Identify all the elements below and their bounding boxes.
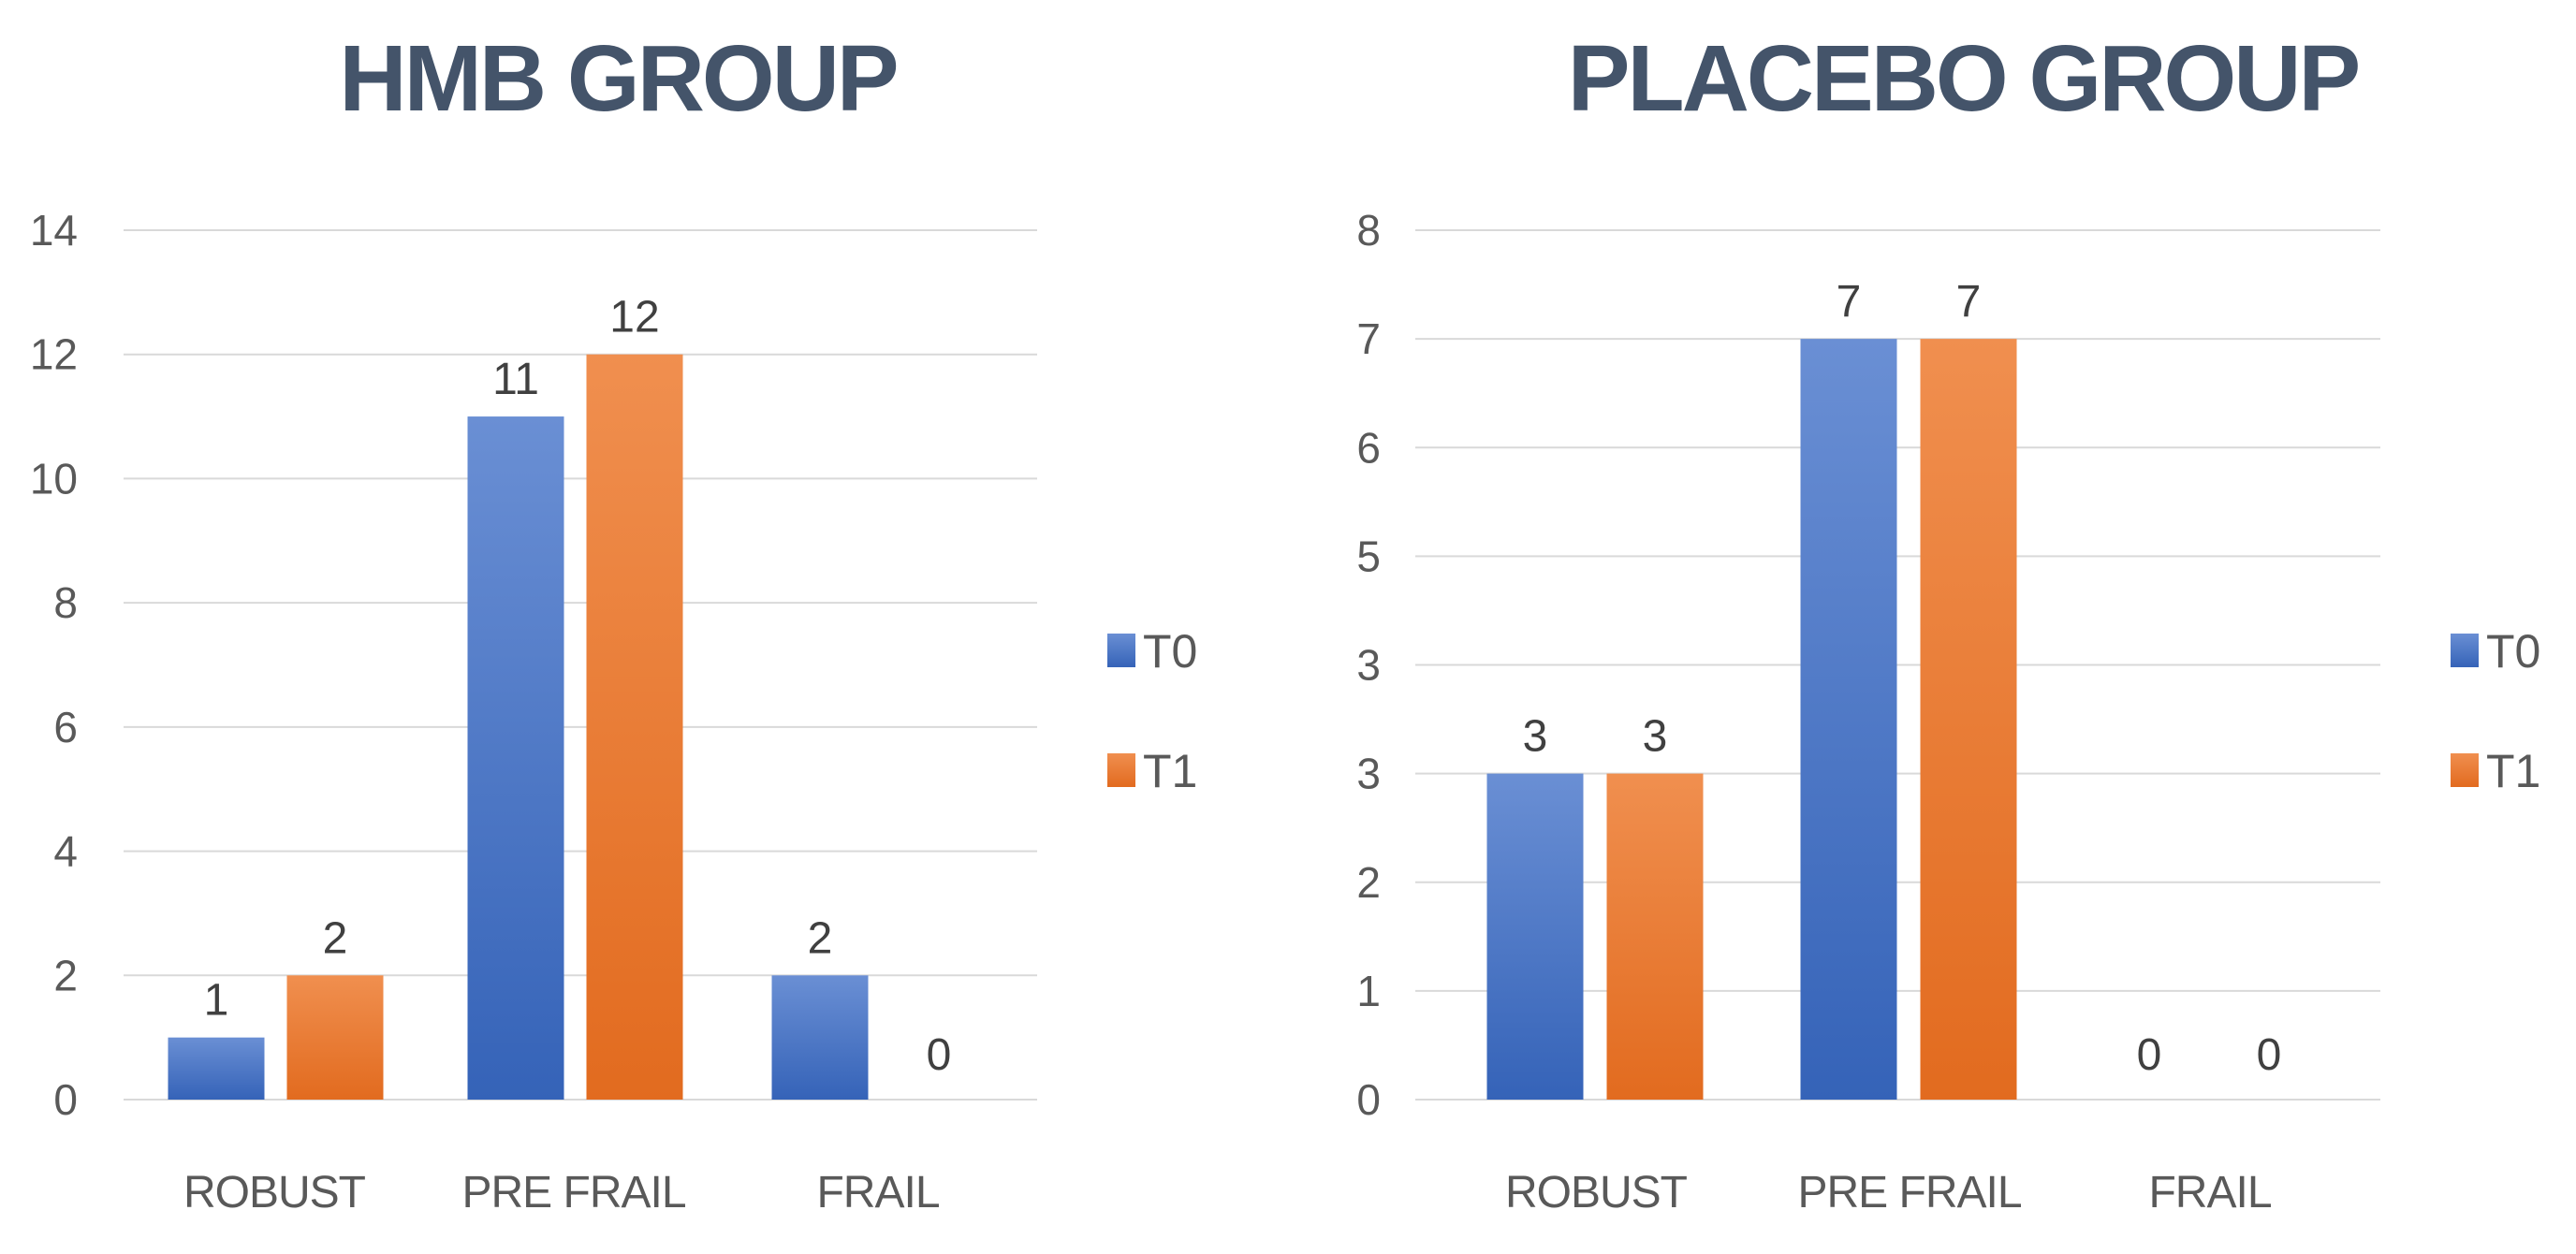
bar-t1-robust — [1606, 773, 1704, 1100]
bar-t0-frail — [771, 975, 869, 1100]
chart-title: HMB GROUP — [339, 26, 897, 131]
category-label: ROBUST — [183, 1168, 366, 1218]
data-label: 2 — [808, 913, 833, 963]
bar-t0-robust — [168, 1037, 265, 1100]
data-label: 11 — [492, 355, 539, 404]
bar-t1-pre-frail — [1920, 339, 2017, 1100]
data-label: 0 — [2257, 1030, 2282, 1080]
y-tick-label: 10 — [30, 454, 78, 503]
data-label: 7 — [1956, 277, 1982, 327]
legend-swatch-t1 — [1107, 753, 1135, 787]
data-label: 0 — [2137, 1030, 2162, 1080]
category-label: FRAIL — [816, 1168, 939, 1218]
data-label: 12 — [609, 293, 659, 343]
y-tick-label: 6 — [53, 703, 78, 751]
y-tick-label: 0 — [53, 1075, 78, 1124]
category-label: ROBUST — [1505, 1168, 1688, 1218]
data-label: 1 — [204, 976, 229, 1026]
bar-t1-robust — [286, 975, 384, 1100]
y-tick-label: 3 — [1356, 750, 1381, 798]
category-label: PRE FRAIL — [461, 1168, 685, 1218]
y-tick-label: 2 — [1356, 858, 1381, 907]
data-label: 7 — [1837, 277, 1862, 327]
legend-swatch-t0 — [2451, 634, 2479, 667]
legend-swatch-t0 — [1107, 634, 1135, 667]
data-label: 3 — [1643, 712, 1668, 762]
data-label: 0 — [927, 1030, 952, 1080]
y-tick-label: 6 — [1356, 423, 1381, 472]
category-label: FRAIL — [2148, 1168, 2271, 1218]
y-tick-label: 2 — [53, 951, 78, 999]
bar-t0-pre-frail — [1800, 339, 1897, 1100]
y-tick-label: 4 — [53, 827, 78, 876]
legend-label-t1: T1 — [2486, 745, 2540, 797]
chart-title: PLACEBO GROUP — [1568, 26, 2359, 131]
y-tick-label: 1 — [1356, 967, 1381, 1015]
legend-label-t0: T0 — [1143, 625, 1197, 678]
y-tick-label: 8 — [53, 578, 78, 627]
y-tick-label: 3 — [1356, 641, 1381, 690]
category-label: PRE FRAIL — [1797, 1168, 2021, 1218]
data-label: 3 — [1523, 712, 1548, 762]
placebo-group-chart: PLACEBO GROUP 0 1 2 3 3 5 6 7 8 3 7 0 3 7 0 ROBUST PRE FR… — [1356, 26, 2540, 1218]
y-tick-label: 5 — [1356, 532, 1381, 580]
bar-t1-pre-frail — [586, 354, 683, 1100]
y-tick-label: 0 — [1356, 1075, 1381, 1124]
legend-swatch-t1 — [2451, 753, 2479, 787]
y-tick-label: 14 — [30, 206, 78, 255]
y-tick-label: 8 — [1356, 206, 1381, 255]
legend-label-t0: T0 — [2486, 625, 2540, 678]
bar-t0-robust — [1486, 773, 1584, 1100]
data-label: 2 — [323, 913, 348, 963]
legend-label-t1: T1 — [1143, 745, 1197, 797]
y-tick-label: 7 — [1356, 314, 1381, 363]
y-tick-label: 12 — [30, 330, 78, 379]
bar-t0-pre-frail — [467, 416, 564, 1101]
